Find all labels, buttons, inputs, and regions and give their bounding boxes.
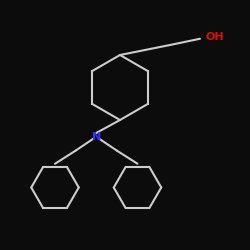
Text: OH: OH <box>205 32 224 42</box>
Text: N: N <box>92 132 101 142</box>
